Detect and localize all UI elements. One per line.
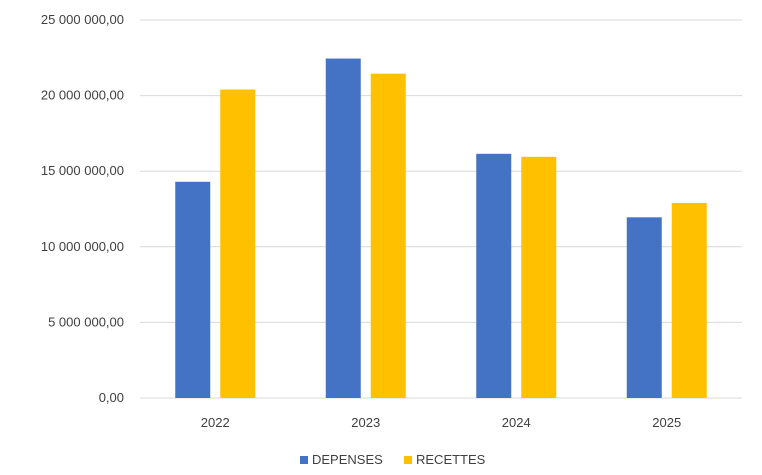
bar-recettes-2024	[521, 156, 557, 398]
y-tick-label: 15 000 000,00	[41, 163, 124, 178]
legend-swatch-depenses	[300, 456, 308, 464]
x-tick-label: 2022	[201, 415, 230, 430]
x-axis-tick-labels: 2022 2023 2024 2025	[201, 415, 681, 430]
x-tick-label: 2024	[502, 415, 531, 430]
legend-label-depenses: DEPENSES	[312, 452, 383, 467]
bar-depenses-2025	[626, 217, 662, 398]
x-tick-label: 2023	[351, 415, 380, 430]
y-tick-label: 20 000 000,00	[41, 88, 124, 103]
bar-depenses-2023	[325, 58, 361, 398]
legend: DEPENSES RECETTES	[300, 452, 486, 467]
bar-depenses-2024	[476, 153, 512, 398]
bar-recettes-2022	[220, 89, 256, 398]
bar-depenses-2022	[175, 181, 211, 398]
bar-recettes-2023	[370, 73, 406, 399]
y-tick-label: 5 000 000,00	[48, 314, 124, 329]
legend-swatch-recettes	[404, 456, 412, 464]
y-tick-label: 25 000 000,00	[41, 12, 124, 27]
bars	[175, 58, 707, 399]
x-tick-label: 2025	[652, 415, 681, 430]
y-tick-label: 0,00	[99, 390, 124, 405]
y-tick-label: 10 000 000,00	[41, 239, 124, 254]
bar-recettes-2025	[671, 202, 707, 398]
y-axis-tick-labels: 0,00 5 000 000,00 10 000 000,00 15 000 000,…	[41, 12, 124, 405]
legend-label-recettes: RECETTES	[416, 452, 486, 467]
